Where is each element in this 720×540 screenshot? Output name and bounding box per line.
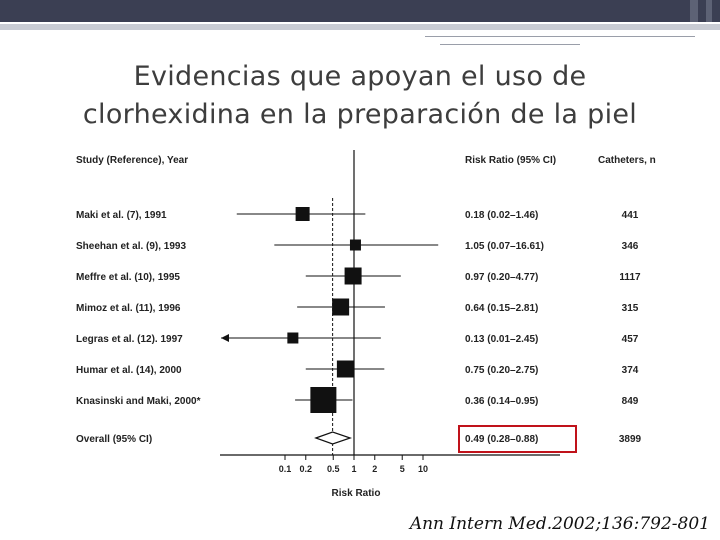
x-tick-label: 0.2: [300, 464, 313, 474]
study-label: Legras et al. (12). 1997: [76, 334, 183, 345]
x-tick-label: 1: [351, 464, 356, 474]
risk-ratio-column-header: Risk Ratio (95% CI): [465, 155, 556, 166]
study-label: Maki et al. (7), 1991: [76, 210, 167, 221]
header-band-accent: [690, 0, 698, 22]
header-band-accent: [706, 0, 712, 22]
point-estimate: [332, 298, 350, 316]
x-tick-label: 0.5: [327, 464, 340, 474]
overall-highlight-box: [458, 425, 577, 453]
header-band: [0, 0, 720, 22]
point-estimate: [336, 360, 354, 378]
risk-ratio-value: 0.18 (0.02–1.46): [465, 210, 538, 221]
study-label: Knasinski and Maki, 2000*: [76, 396, 201, 407]
header-divider: [425, 36, 695, 37]
x-tick-label: 5: [400, 464, 405, 474]
citation: Ann Intern Med.2002;136:792-801: [409, 514, 710, 534]
study-label: Sheehan et al. (9), 1993: [76, 241, 186, 252]
header-stripe: [0, 24, 720, 30]
risk-ratio-value: 0.36 (0.14–0.95): [465, 396, 538, 407]
forest-plot: Study (Reference), Year Risk Ratio (95% C…: [76, 150, 656, 499]
catheters-count: 315: [622, 303, 639, 314]
study-label: Meffre et al. (10), 1995: [76, 272, 180, 283]
risk-ratio-value: 0.13 (0.01–2.45): [465, 334, 538, 345]
point-estimate: [344, 267, 362, 285]
point-estimate: [295, 207, 310, 221]
catheters-count: 374: [622, 365, 639, 376]
point-estimate: [287, 332, 299, 344]
slide-title-line-2: clorhexidina en la preparación de la pie…: [82, 99, 638, 130]
ci-arrow: [221, 334, 229, 342]
catheters-count: 849: [622, 396, 639, 407]
risk-ratio-value: 0.64 (0.15–2.81): [465, 303, 538, 314]
x-tick-label: 2: [372, 464, 377, 474]
risk-ratio-value: 0.75 (0.20–2.75): [465, 365, 538, 376]
point-estimate: [310, 387, 337, 413]
catheters-count: 1117: [619, 272, 641, 283]
x-axis-title: Risk Ratio: [332, 488, 381, 499]
header-divider: [440, 44, 580, 45]
risk-ratio-value: 0.97 (0.20–4.77): [465, 272, 538, 283]
overall-risk-ratio-value: 0.49 (0.28–0.88): [465, 434, 538, 445]
slide-title-line-1: Evidencias que apoyan el uso de: [133, 61, 587, 92]
x-tick-label: 10: [418, 464, 428, 474]
catheters-column-header: Catheters, n: [598, 155, 656, 166]
point-estimate: [349, 239, 361, 251]
overall-diamond: [314, 431, 353, 445]
risk-ratio-value: 1.05 (0.07–16.61): [465, 241, 544, 252]
slide-title: Evidencias que apoyan el uso de clorhexi…: [0, 58, 720, 134]
catheters-count: 457: [622, 334, 639, 345]
overall-catheters-count: 3899: [619, 434, 642, 445]
study-label: Humar et al. (14), 2000: [76, 365, 182, 376]
study-column-header: Study (Reference), Year: [76, 155, 188, 166]
study-label: Mimoz et al. (11), 1996: [76, 303, 181, 314]
catheters-count: 346: [622, 241, 639, 252]
overall-label: Overall (95% CI): [76, 434, 152, 445]
catheters-count: 441: [622, 210, 639, 221]
x-tick-label: 0.1: [279, 464, 292, 474]
